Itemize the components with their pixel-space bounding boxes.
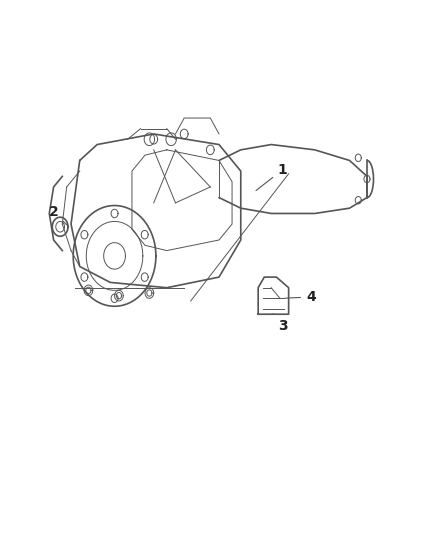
Text: 1: 1	[256, 163, 287, 191]
Text: 2: 2	[48, 205, 67, 225]
Text: 4: 4	[285, 290, 316, 304]
Text: 3: 3	[273, 314, 287, 333]
